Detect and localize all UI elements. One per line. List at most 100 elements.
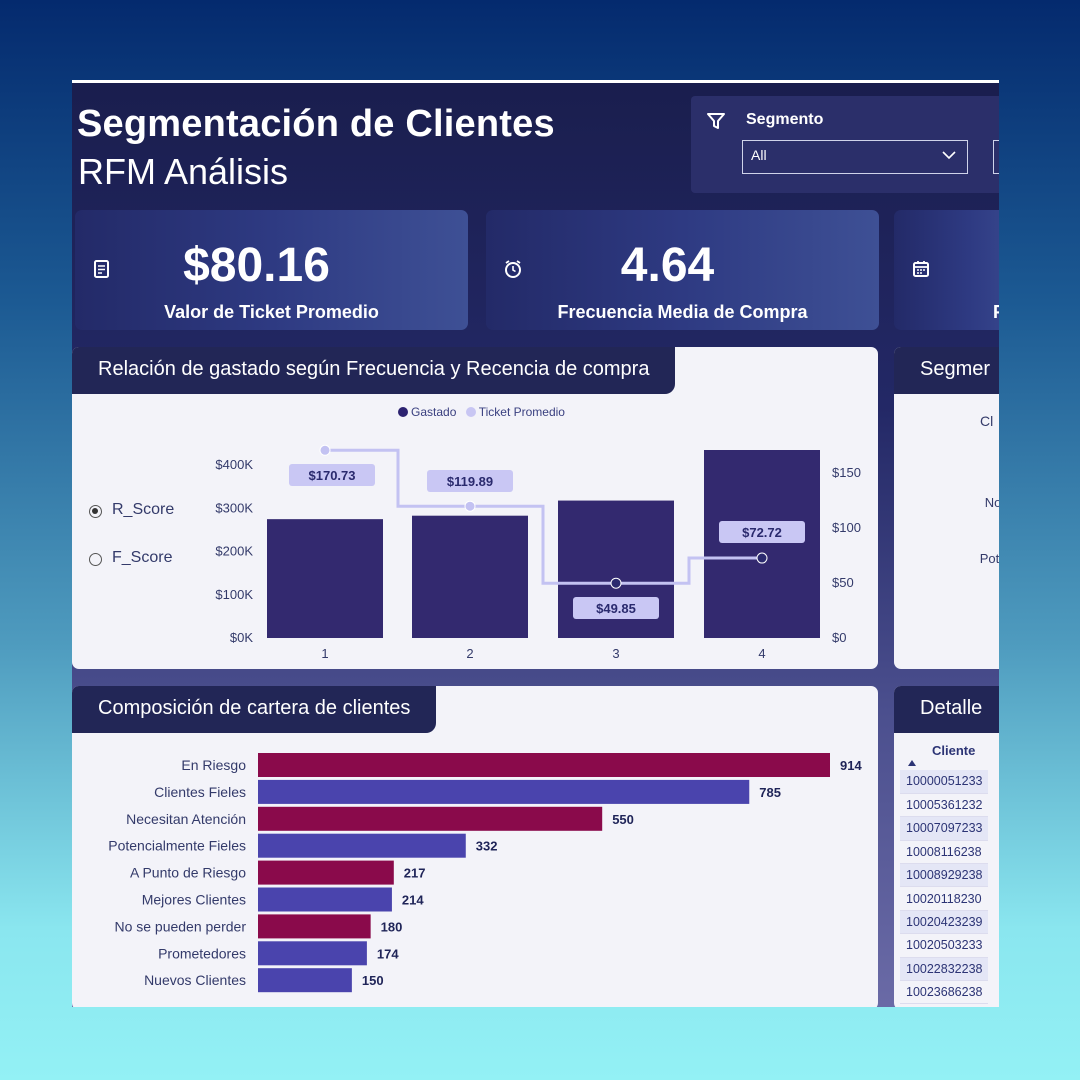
segment-row-label: Potencialm (979, 551, 999, 566)
cliente-cell: 10023686238 (900, 980, 989, 1005)
table-row[interactable]: 10005361232 (900, 793, 989, 818)
category-label: Nuevos Clientes (144, 972, 246, 988)
panel-title: Segmer (894, 347, 999, 394)
segment-filter: Segmento All (691, 96, 999, 193)
data-label-box (573, 597, 659, 619)
bar-gastado (412, 515, 528, 638)
y-right-tick-label: $150 (832, 465, 861, 480)
line-point (756, 552, 768, 564)
data-label: $119.89 (447, 474, 493, 489)
table-row[interactable]: 10020503233 (900, 933, 989, 958)
column-header-cliente[interactable]: Cliente (932, 743, 976, 758)
category-label: Clientes Fieles (154, 784, 246, 800)
legend-label: Ticket Promedio (478, 405, 565, 419)
category-label: No se pueden perder (114, 918, 246, 934)
kpi-label: Valor de Ticket Promedio (164, 302, 379, 322)
x-tick-label: 2 (466, 646, 473, 661)
line-ticket-promedio (325, 448, 762, 585)
value-label: 914 (840, 758, 862, 773)
table-row[interactable]: 10000051233 (900, 770, 989, 794)
value-label: 180 (381, 919, 403, 934)
table-row[interactable]: 10020423239 (900, 910, 989, 935)
y-left-tick-label: $400K (215, 457, 253, 472)
value-label: 150 (362, 973, 384, 988)
segment-dropdown[interactable]: All (742, 140, 968, 174)
table-row[interactable]: 10007097233 (900, 816, 989, 841)
cliente-cell: 10005361232 (900, 793, 989, 818)
dashboard: Segmentación de Clientes RFM Análisis Se… (72, 80, 999, 1007)
y-right-tick-label: $100 (832, 520, 861, 535)
line-point (464, 500, 476, 512)
table-row[interactable]: 10008116238 (900, 840, 989, 865)
data-label: $170.73 (309, 468, 356, 483)
table-row[interactable]: 10008929238 (900, 863, 989, 888)
chart-legend: Gastado Ticket Promedio (72, 405, 878, 419)
table-row[interactable]: 10022832238 (900, 957, 989, 982)
funnel-icon (707, 113, 725, 129)
secondary-dropdown[interactable] (993, 140, 999, 174)
calendar-icon (913, 261, 929, 277)
y-left-tick-label: $300K (215, 500, 253, 515)
spend-vs-frequency-panel: Relación de gastado según Frecuencia y R… (72, 347, 878, 669)
y-right-tick-label: $50 (832, 575, 854, 590)
value-label: 217 (404, 866, 426, 881)
x-tick-label: 1 (321, 646, 328, 661)
category-label: En Riesgo (181, 757, 246, 773)
data-label-box (719, 521, 805, 543)
combo-chart: $0K $100K $200K $300K $400K $0 $50 $100 $150 1 2 3 4… (215, 444, 861, 661)
cliente-cell: 10008929238 (900, 863, 989, 888)
kpi-value: $80.16 (183, 239, 330, 292)
radio-label: F_Score (112, 549, 173, 566)
detail-panel: Detalle Cliente 10000051233 10005361232 10… (894, 686, 999, 1007)
panel-title: Detalle (894, 686, 999, 733)
bar-segment (258, 753, 830, 777)
table-row[interactable]: 10023686238 (900, 980, 989, 1005)
category-label: Prometedores (158, 945, 246, 961)
radio-f-score[interactable] (89, 553, 102, 566)
y-left-tick-label: $0K (230, 630, 253, 645)
portfolio-composition-panel: Composición de cartera de clientes En Ri… (72, 686, 878, 1007)
bar-gastado (704, 450, 820, 638)
cliente-cell: 10007097233 (900, 816, 989, 841)
y-right-tick-label: $0 (832, 630, 846, 645)
category-label: Potencialmente Fieles (108, 838, 246, 854)
kpi-label: F (993, 302, 999, 323)
panel-title: Relación de gastado según Frecuencia y R… (72, 347, 676, 394)
x-tick-label: 4 (758, 646, 765, 661)
radio-r-score[interactable] (89, 505, 102, 518)
kpi-card-ticket: $80.16 Valor de Ticket Promedio (75, 210, 468, 330)
y-left-tick-label: $100K (215, 587, 253, 602)
bar-segment (258, 941, 367, 966)
horizontal-bar-chart: En Riesgo 914 Clientes Fieles 785 Necesitan … (108, 753, 862, 993)
legend-dot-ticket (465, 407, 476, 417)
bar-segment (258, 860, 394, 885)
data-label-box (427, 470, 513, 492)
kpi-label: Frecuencia Media de Compra (557, 302, 808, 322)
cliente-cell: 10020118230 (900, 886, 989, 911)
value-label: 174 (377, 946, 399, 961)
page-subtitle: RFM Análisis (78, 151, 289, 192)
cliente-cell: 10022832238 (900, 957, 989, 982)
panel-title: Composición de cartera de clientes (72, 686, 437, 733)
cliente-cell: 10008116238 (900, 840, 989, 865)
segment-column-header: Cl (980, 413, 994, 429)
value-label: 550 (612, 812, 634, 827)
category-label: A Punto de Riesgo (130, 865, 246, 881)
value-label: 214 (402, 893, 424, 908)
kpi-card-recency: F (894, 210, 999, 330)
legend-label: Gastado (411, 405, 457, 419)
bar-segment (258, 779, 750, 804)
line-point (610, 577, 622, 589)
legend-dot-gastado (398, 407, 409, 417)
bar-segment (258, 914, 371, 939)
segment-panel: Segmer Cl MejoNo se pueNecesitPotencialm… (894, 347, 999, 669)
cliente-cell: 10000051233 (900, 770, 989, 794)
bar-gastado (267, 519, 383, 638)
x-tick-label: 3 (612, 646, 619, 661)
category-label: Necesitan Atención (126, 811, 246, 827)
kpi-value: 4.64 (620, 239, 715, 292)
filter-label: Segmento (746, 111, 824, 128)
bar-segment (258, 968, 352, 993)
sort-ascending-icon (908, 760, 916, 766)
table-row[interactable]: 10020118230 (900, 886, 989, 911)
